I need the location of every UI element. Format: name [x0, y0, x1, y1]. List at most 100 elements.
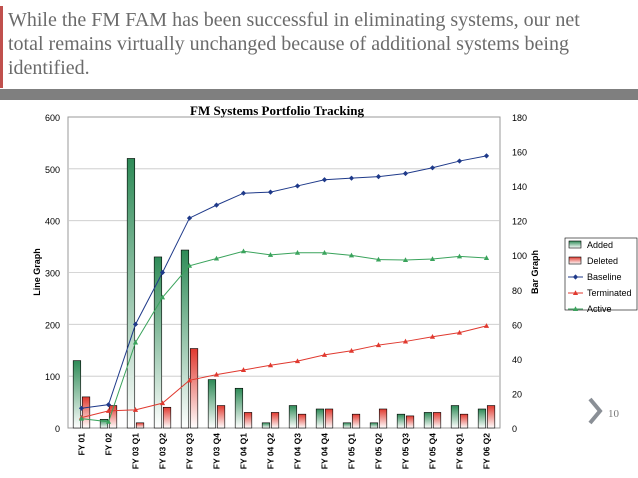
point-baseline	[483, 153, 490, 159]
portfolio-chart: 0 100 200 300 400 500 600 0 20 40 60 80 100 120 140 160…	[32, 103, 638, 469]
point-terminated	[375, 342, 382, 348]
y-left-tick-label: 500	[45, 165, 60, 175]
point-active	[186, 262, 193, 268]
bar-added	[234, 387, 244, 429]
point-terminated	[213, 371, 220, 377]
x-tick-label: FY 04 Q1	[239, 433, 249, 469]
bar-added	[342, 422, 352, 429]
title-divider	[0, 89, 638, 100]
x-tick-label: FY 01	[77, 433, 87, 456]
point-active	[294, 250, 301, 255]
y-right-tick-label: 20	[512, 389, 522, 399]
bar-added	[315, 408, 325, 429]
point-baseline	[105, 402, 112, 408]
x-tick-label: FY 02	[104, 433, 114, 456]
bar-added	[288, 405, 298, 429]
point-baseline	[159, 269, 166, 276]
bar-deleted	[243, 412, 253, 429]
bar-deleted	[378, 408, 388, 429]
legend-marker-terminated	[572, 290, 579, 295]
point-baseline	[456, 158, 463, 164]
next-slide-chevron-icon[interactable]	[586, 396, 604, 426]
line-baseline	[81, 155, 487, 409]
point-terminated	[402, 338, 409, 344]
point-baseline	[267, 189, 274, 195]
slide-title: While the FM FAM has been successful in …	[8, 9, 580, 79]
point-baseline	[294, 183, 301, 189]
point-active	[159, 294, 166, 300]
point-baseline	[375, 174, 382, 180]
point-terminated	[132, 407, 139, 412]
y-right-tick-label: 80	[512, 286, 522, 296]
point-baseline	[321, 177, 328, 183]
x-tick-label: FY 03 Q3	[185, 433, 195, 469]
bar-added	[369, 422, 379, 429]
legend-label-active: Active	[587, 304, 612, 314]
point-active	[213, 255, 220, 261]
legend-box	[564, 237, 638, 311]
point-terminated	[321, 352, 328, 357]
x-tick-label: FY 05 Q1	[347, 433, 357, 469]
point-active	[456, 253, 463, 259]
x-tick-label: FY 04 Q4	[320, 433, 330, 469]
legend-marker-baseline	[572, 274, 579, 280]
page-number: 10	[608, 408, 619, 420]
point-terminated	[429, 333, 436, 339]
x-tick-label: FY 05 Q4	[428, 433, 438, 469]
line-active	[81, 250, 487, 423]
x-tick-label: FY 03 Q2	[158, 433, 168, 469]
x-tick-label: FY 06 Q1	[455, 433, 465, 469]
bar-deleted	[216, 405, 226, 429]
point-terminated	[240, 367, 247, 372]
point-active	[402, 257, 409, 263]
point-baseline	[348, 175, 355, 181]
point-terminated	[105, 408, 112, 413]
bar-deleted	[351, 413, 361, 429]
bar-added	[477, 408, 487, 429]
point-baseline	[213, 202, 220, 208]
bar-deleted	[135, 422, 145, 429]
bar-added	[126, 158, 136, 429]
y-right-tick-label: 120	[512, 217, 527, 227]
bar-deleted	[108, 405, 118, 429]
point-terminated	[348, 347, 355, 353]
point-terminated	[159, 400, 166, 406]
point-baseline	[78, 405, 85, 411]
bar-added	[207, 379, 217, 429]
legend-label-baseline: Baseline	[587, 272, 622, 282]
y-left-tick-label: 300	[45, 269, 60, 279]
line-terminated	[81, 325, 487, 419]
point-terminated	[267, 362, 274, 368]
legend-swatch-deleted	[568, 256, 582, 265]
point-active	[105, 418, 112, 424]
legend-label-added: Added	[587, 240, 613, 250]
bar-added	[396, 413, 406, 429]
legend-label-terminated: Terminated	[587, 288, 632, 298]
bar-added	[180, 249, 190, 429]
point-baseline	[402, 170, 409, 177]
y-axis-left-label: Line Graph	[32, 248, 42, 296]
y-right-tick-label: 180	[512, 113, 527, 123]
point-active	[240, 248, 247, 254]
bar-deleted	[270, 412, 280, 429]
bar-deleted	[459, 413, 469, 429]
bar-deleted	[189, 348, 199, 429]
point-terminated	[483, 323, 490, 328]
point-active	[267, 252, 274, 257]
bar-deleted	[432, 412, 442, 429]
y-left-tick-label: 400	[45, 217, 60, 227]
x-tick-label: FY 04 Q3	[293, 433, 303, 469]
bar-deleted	[81, 396, 91, 429]
chart-title: FM Systems Portfolio Tracking	[190, 103, 364, 118]
point-terminated	[456, 329, 463, 335]
point-terminated	[294, 358, 301, 364]
point-baseline	[240, 190, 247, 196]
bar-added	[153, 256, 163, 429]
bar-deleted	[162, 406, 172, 429]
y-right-tick-label: 160	[512, 148, 527, 158]
point-active	[375, 256, 382, 262]
point-active	[429, 256, 436, 262]
bar-added	[423, 412, 433, 429]
x-tick-label: FY 05 Q3	[401, 433, 411, 469]
y-left-tick-label: 100	[45, 372, 60, 382]
